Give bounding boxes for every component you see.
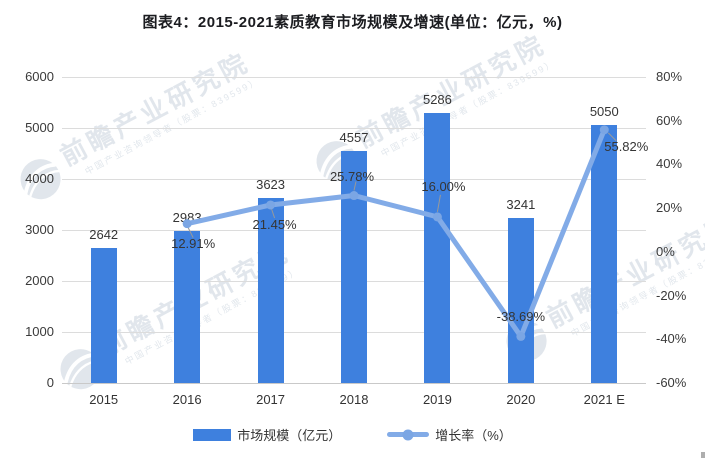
growth-rate-label: -38.69%: [496, 309, 546, 325]
bar-value-label: 4557: [339, 129, 369, 145]
legend-label-growth-rate: 增长率（%）: [435, 428, 512, 443]
line-marker: [516, 331, 526, 341]
bar-value-label: 3241: [506, 196, 536, 212]
label-leader-line: [353, 181, 357, 191]
growth-rate-label: 21.45%: [252, 216, 297, 232]
plot-area: 2642 2983 3623 4557 5286 3241 5050 12.91% 21.45%…: [62, 77, 649, 384]
bar-value-label: 2642: [89, 227, 119, 243]
line-marker: [349, 191, 359, 201]
left-axis-tick: 1000: [25, 324, 54, 339]
bar-series-swatch: [193, 428, 232, 441]
right-axis-tick: 20%: [656, 200, 683, 216]
growth-rate-line: [184, 127, 607, 339]
growth-rate-label: 12.91%: [171, 235, 216, 251]
bar-value-label: 5286: [422, 92, 452, 108]
bar: [174, 230, 201, 383]
x-axis-label: 2018: [339, 392, 369, 407]
legend: 市场规模（亿元） 增长率（%）: [0, 425, 705, 444]
label-leader-line: [271, 208, 276, 219]
right-axis-tick: 80%: [656, 69, 683, 84]
right-axis-tick: 40%: [656, 156, 683, 172]
left-axis-tick: 6000: [25, 69, 54, 84]
chart-title: 图表4：2015-2021素质教育市场规模及增速(单位：亿元，%): [142, 14, 563, 31]
right-axis-tick: -40%: [656, 331, 687, 347]
label-leader-line: [187, 227, 194, 238]
growth-rate-label: 25.78%: [329, 168, 375, 184]
growth-rate-label: 16.00%: [421, 178, 466, 194]
bar: [424, 113, 451, 383]
x-axis-label: 2015: [89, 392, 119, 407]
line-marker: [599, 125, 609, 135]
legend-item-growth-rate: 增长率（%）: [387, 425, 512, 444]
line-marker-swatch: [402, 429, 414, 440]
screen-edge-artifact: [701, 452, 705, 458]
left-axis-tick: 0: [46, 375, 54, 390]
x-axis-label: 2016: [172, 392, 202, 407]
gridline: [62, 128, 646, 129]
x-axis-label: 2021 E: [583, 392, 625, 407]
x-axis-label: 2020: [506, 392, 536, 407]
line-marker: [266, 200, 276, 210]
gridline: [62, 383, 646, 384]
line-marker: [432, 212, 442, 222]
line-marker: [182, 219, 192, 229]
legend-item-market-size: 市场规模（亿元）: [193, 425, 341, 444]
growth-rate-label: 55.82%: [604, 138, 649, 154]
left-axis-tick: 3000: [25, 222, 54, 237]
label-leader-line: [436, 194, 441, 212]
left-axis-tick: 4000: [25, 171, 54, 186]
right-axis-tick: 0%: [656, 243, 675, 259]
label-leader-line: [607, 132, 617, 142]
right-axis-tick: -60%: [656, 375, 687, 390]
growth-rate-line-layer: [182, 125, 617, 341]
line-series-swatch: [387, 429, 430, 440]
x-axis-label: 2017: [256, 392, 286, 407]
bar: [257, 198, 284, 383]
right-axis-tick: 60%: [656, 112, 683, 128]
bar-value-label: 3623: [256, 177, 286, 193]
bar-value-label: 5050: [589, 104, 619, 120]
legend-label-market-size: 市场规模（亿元）: [237, 428, 342, 443]
left-axis-tick: 2000: [25, 273, 54, 288]
left-axis-tick: 5000: [25, 120, 54, 135]
gridline: [62, 77, 646, 78]
bar: [591, 125, 618, 383]
right-axis-tick: -20%: [656, 287, 687, 303]
x-axis-label: 2019: [422, 392, 452, 407]
